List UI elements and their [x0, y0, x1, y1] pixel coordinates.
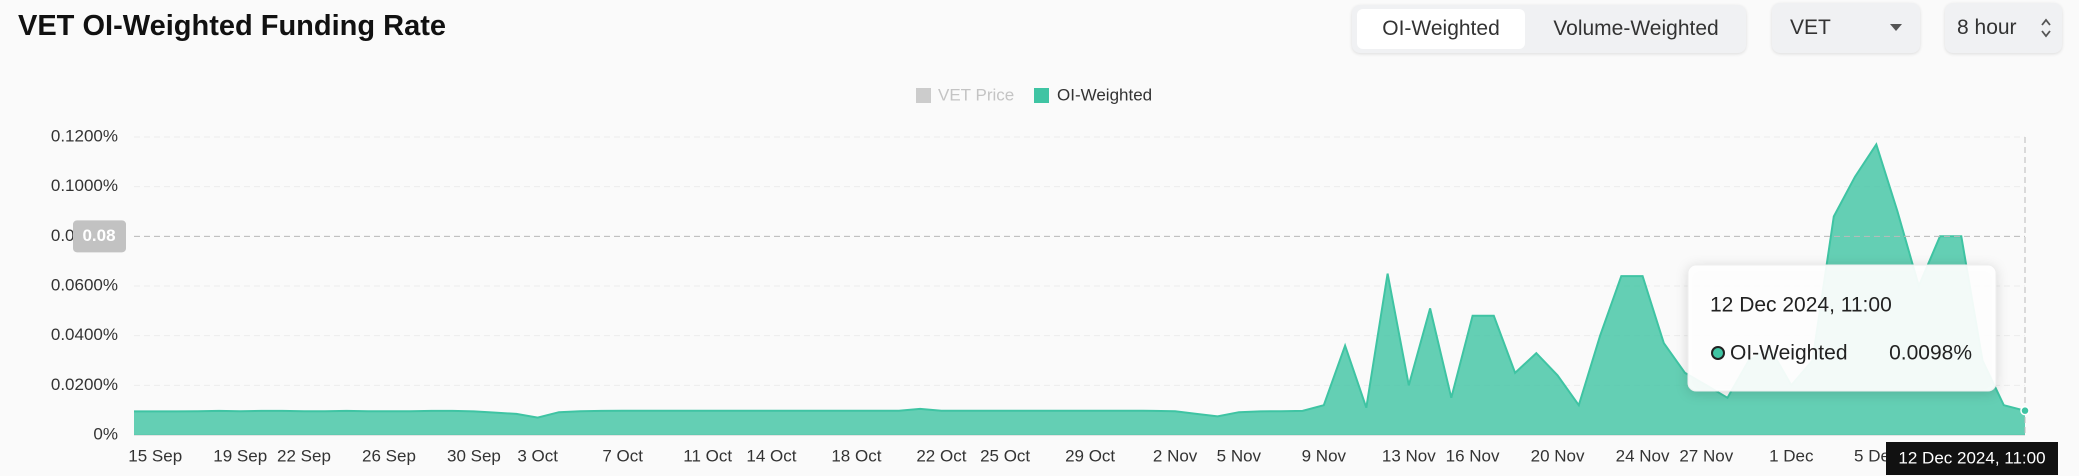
- crosshair-x-label: 12 Dec 2024, 11:00: [1898, 448, 2045, 467]
- x-tick-label: 16 Nov: [1446, 446, 1500, 465]
- x-tick-label: 22 Oct: [916, 446, 966, 465]
- hover-point: [2020, 405, 2030, 416]
- x-tick-label: 14 Oct: [746, 446, 796, 465]
- toggle-button[interactable]: OI-Weighted: [1357, 9, 1525, 49]
- y-tick-label: 0%: [93, 424, 118, 443]
- legend-swatch: [1034, 88, 1049, 103]
- y-tick-label: 0.1200%: [51, 126, 118, 145]
- legend-swatch[interactable]: [916, 88, 931, 103]
- x-tick-label: 7 Oct: [602, 446, 643, 465]
- y-tick-label: 0.1000%: [51, 176, 118, 195]
- x-tick-label: 25 Oct: [980, 446, 1030, 465]
- x-tick-label: 9 Nov: [1302, 446, 1347, 465]
- y-tick-label: 0.0200%: [51, 375, 118, 394]
- page-title: VET OI-Weighted Funding Rate: [18, 10, 447, 42]
- dropdown-arrow: [2041, 18, 2051, 38]
- x-tick-label: 30 Sep: [447, 446, 501, 465]
- tooltip-series: OI-Weighted: [1730, 342, 1848, 365]
- tooltip-value: 0.0098%: [1889, 342, 1972, 365]
- crosshair-y-box: [73, 220, 126, 253]
- x-tick-label: 11 Oct: [683, 446, 732, 465]
- x-tick-label: 18 Oct: [831, 446, 881, 465]
- tooltip-title: 12 Dec 2024, 11:00: [1710, 294, 1892, 317]
- x-tick-label: 24 Nov: [1616, 446, 1670, 465]
- x-tick-label: 22 Sep: [277, 446, 331, 465]
- dropdown-value: VET: [1790, 16, 1831, 39]
- dropdown-value: 8 hour: [1957, 16, 2017, 39]
- dropdown-arrow: [1890, 24, 1902, 31]
- symbol-dropdown[interactable]: VET: [1772, 3, 1920, 53]
- y-tick-label: 0.0600%: [51, 275, 118, 294]
- legend-label[interactable]: OI-Weighted: [1057, 85, 1152, 104]
- x-tick-label: 19 Sep: [213, 446, 267, 465]
- y-tick-label: 0.0400%: [51, 325, 118, 344]
- x-tick-label: 27 Nov: [1679, 446, 1733, 465]
- tooltip-swatch: [1711, 346, 1725, 360]
- tooltip: 12 Dec 2024, 11:00 OI-Weighted 0.0098%: [1687, 264, 1997, 392]
- crosshair-y-label: 0.08: [82, 226, 115, 245]
- x-tick-label: 20 Nov: [1531, 446, 1585, 465]
- x-tick-label: 3 Oct: [517, 446, 558, 465]
- weighting-toggle: OI-Weighted Volume-Weighted: [1352, 5, 1746, 53]
- x-tick-label: 29 Oct: [1065, 446, 1115, 465]
- interval-dropdown[interactable]: 8 hour: [1945, 3, 2062, 53]
- toggle-button[interactable]: Volume-Weighted: [1553, 17, 1719, 40]
- crosshair-x-box: [1886, 442, 2058, 475]
- x-tick-label: 15 Sep: [128, 446, 182, 465]
- x-tick-label: 5 Nov: [1217, 446, 1262, 465]
- legend-label[interactable]: VET Price: [938, 85, 1014, 104]
- x-tick-label: 26 Sep: [362, 446, 416, 465]
- x-tick-label: 2 Nov: [1153, 446, 1198, 465]
- x-tick-label: 13 Nov: [1382, 446, 1436, 465]
- tooltip-box: [1687, 264, 1997, 392]
- x-tick-label: 1 Dec: [1769, 446, 1814, 465]
